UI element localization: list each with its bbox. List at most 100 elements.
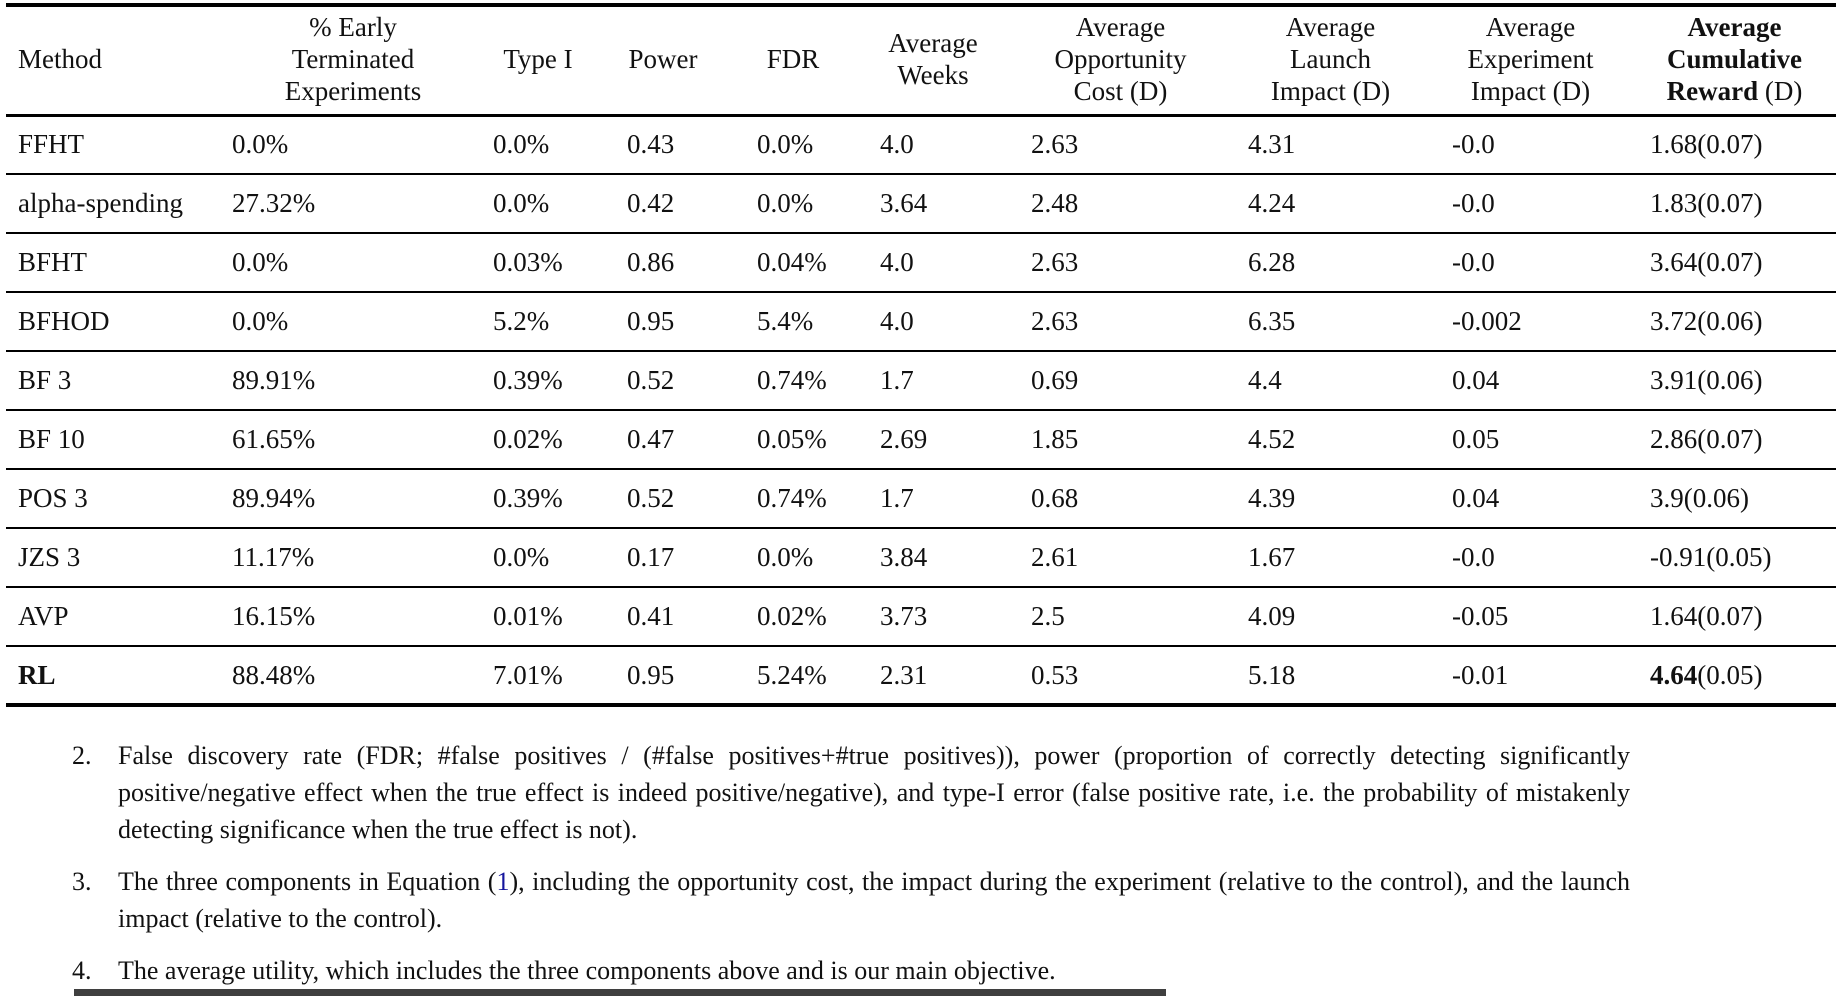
reward-value: 1.64	[1650, 601, 1698, 631]
power-cell: 0.52	[627, 483, 675, 513]
fdr-cell: 5.4%	[757, 306, 814, 336]
table-row: BF 10 61.65% 0.02% 0.47 0.05% 2.69 1.85 …	[6, 410, 1836, 469]
reward-stderr: (0.07)	[1697, 247, 1763, 277]
early-terminated-cell: 89.94%	[232, 483, 316, 513]
cumulative-reward-cell: 3.72(0.06)	[1633, 292, 1836, 351]
method-cell: BF 3	[6, 351, 228, 410]
early-terminated-cell: 27.32%	[232, 188, 316, 218]
launch-impact-cell: 4.52	[1248, 424, 1296, 454]
early-terminated-cell: 16.15%	[232, 601, 316, 631]
table-row: POS 3 89.94% 0.39% 0.52 0.74% 1.7 0.68 4…	[6, 469, 1836, 528]
opportunity-cost-cell: 0.68	[1031, 483, 1079, 513]
method-cell: BF 10	[6, 410, 228, 469]
reward-stderr: (0.06)	[1697, 306, 1763, 336]
reward-stderr: (0.07)	[1697, 601, 1763, 631]
footnote-4: 4. The average utility, which includes t…	[0, 952, 1842, 989]
average-weeks-cell: 3.84	[880, 542, 928, 572]
table-row: BFHT 0.0% 0.03% 0.86 0.04% 4.0 2.63 6.28…	[6, 233, 1836, 292]
opportunity-cost-cell: 0.53	[1031, 659, 1079, 690]
launch-impact-cell: 4.31	[1248, 129, 1296, 160]
col-header-cumulative-reward-bold: Average Cumulative Reward	[1666, 12, 1802, 107]
experiment-impact-cell: -0.0	[1452, 188, 1495, 218]
method-name: BF 3	[18, 365, 72, 395]
experiment-impact-cell: 0.04	[1452, 365, 1500, 395]
cumulative-reward-cell: 2.86(0.07)	[1633, 410, 1836, 469]
type-i-cell: 0.02%	[493, 424, 563, 454]
footnote-3-number: 3.	[72, 867, 92, 896]
power-cell: 0.86	[627, 247, 675, 277]
fdr-cell: 0.02%	[757, 601, 827, 631]
cumulative-reward-cell: 3.9(0.06)	[1633, 469, 1836, 528]
reward-stderr: (0.05)	[1697, 659, 1763, 690]
reward-value: 2.86	[1650, 424, 1698, 454]
launch-impact-cell: 4.09	[1248, 601, 1296, 631]
fdr-cell: 0.0%	[757, 129, 814, 160]
average-weeks-cell: 1.7	[880, 483, 914, 513]
reward-stderr: (0.05)	[1706, 542, 1772, 572]
opportunity-cost-cell: 2.63	[1031, 129, 1079, 160]
average-weeks-cell: 4.0	[880, 247, 914, 277]
fdr-cell: 0.05%	[757, 424, 827, 454]
type-i-cell: 0.03%	[493, 247, 563, 277]
reward-stderr: (0.07)	[1697, 129, 1763, 160]
method-name: AVP	[18, 601, 69, 631]
average-weeks-cell: 2.31	[880, 659, 928, 690]
type-i-cell: 0.39%	[493, 483, 563, 513]
experiment-impact-cell: -0.0	[1452, 542, 1495, 572]
average-weeks-cell: 4.0	[880, 129, 914, 160]
launch-impact-cell: 4.4	[1248, 365, 1282, 395]
col-header-method: Method	[18, 44, 102, 75]
method-name: POS 3	[18, 483, 88, 513]
early-terminated-cell: 0.0%	[232, 247, 289, 277]
cumulative-reward-cell: 3.91(0.06)	[1633, 351, 1836, 410]
cumulative-reward-cell: -0.91(0.05)	[1633, 528, 1836, 587]
footnote-4-text: The average utility, which includes the …	[118, 956, 1056, 985]
cumulative-reward-cell: 4.64(0.05)	[1633, 646, 1836, 705]
reward-value: 3.64	[1650, 247, 1698, 277]
experiment-impact-cell: 0.05	[1452, 424, 1500, 454]
power-cell: 0.17	[627, 542, 675, 572]
early-terminated-cell: 89.91%	[232, 365, 316, 395]
table-row: AVP 16.15% 0.01% 0.41 0.02% 3.73 2.5 4.0…	[6, 587, 1836, 646]
reward-stderr: (0.06)	[1683, 483, 1749, 513]
reward-value: 3.72	[1650, 306, 1698, 336]
launch-impact-cell: 4.24	[1248, 188, 1296, 218]
footnote-2-text: False discovery rate (FDR; #false positi…	[118, 741, 1630, 844]
early-terminated-cell: 88.48%	[232, 659, 316, 690]
fdr-cell: 0.74%	[757, 483, 827, 513]
power-cell: 0.41	[627, 601, 675, 631]
fdr-cell: 0.04%	[757, 247, 827, 277]
fdr-cell: 0.0%	[757, 542, 814, 572]
average-weeks-cell: 3.64	[880, 188, 928, 218]
reward-stderr: (0.07)	[1697, 424, 1763, 454]
type-i-cell: 0.0%	[493, 542, 550, 572]
power-cell: 0.52	[627, 365, 675, 395]
launch-impact-cell: 4.39	[1248, 483, 1296, 513]
results-table: Method % Early Terminated Experiments Ty…	[6, 3, 1836, 707]
experiment-impact-cell: -0.01	[1452, 659, 1509, 690]
reward-value: 1.68	[1650, 129, 1698, 160]
table-row: alpha-spending 27.32% 0.0% 0.42 0.0% 3.6…	[6, 174, 1836, 233]
power-cell: 0.43	[627, 129, 675, 160]
cumulative-reward-cell: 1.83(0.07)	[1633, 174, 1836, 233]
results-table-body: FFHT 0.0% 0.0% 0.43 0.0% 4.0 2.63 4.31 -…	[6, 115, 1836, 705]
table-row: BF 3 89.91% 0.39% 0.52 0.74% 1.7 0.69 4.…	[6, 351, 1836, 410]
fdr-cell: 0.74%	[757, 365, 827, 395]
power-cell: 0.95	[627, 306, 675, 336]
table-row: JZS 3 11.17% 0.0% 0.17 0.0% 3.84 2.61 1.…	[6, 528, 1836, 587]
method-name: BF 10	[18, 424, 85, 454]
table-header-row: Method % Early Terminated Experiments Ty…	[6, 5, 1836, 115]
opportunity-cost-cell: 2.48	[1031, 188, 1079, 218]
opportunity-cost-cell: 2.5	[1031, 601, 1065, 631]
opportunity-cost-cell: 2.63	[1031, 306, 1079, 336]
reward-stderr: (0.07)	[1697, 188, 1763, 218]
method-name: FFHT	[18, 129, 85, 160]
type-i-cell: 7.01%	[493, 659, 563, 690]
method-cell: BFHT	[6, 233, 228, 292]
method-cell: alpha-spending	[6, 174, 228, 233]
equation-1-link[interactable]: 1	[496, 867, 510, 896]
method-cell: AVP	[6, 587, 228, 646]
early-terminated-cell: 61.65%	[232, 424, 316, 454]
table-row: RL 88.48% 7.01% 0.95 5.24% 2.31 0.53 5.1…	[6, 646, 1836, 705]
type-i-cell: 0.0%	[493, 129, 550, 160]
